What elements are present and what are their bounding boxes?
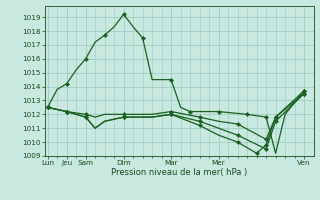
X-axis label: Pression niveau de la mer( hPa ): Pression niveau de la mer( hPa ) bbox=[111, 168, 247, 177]
